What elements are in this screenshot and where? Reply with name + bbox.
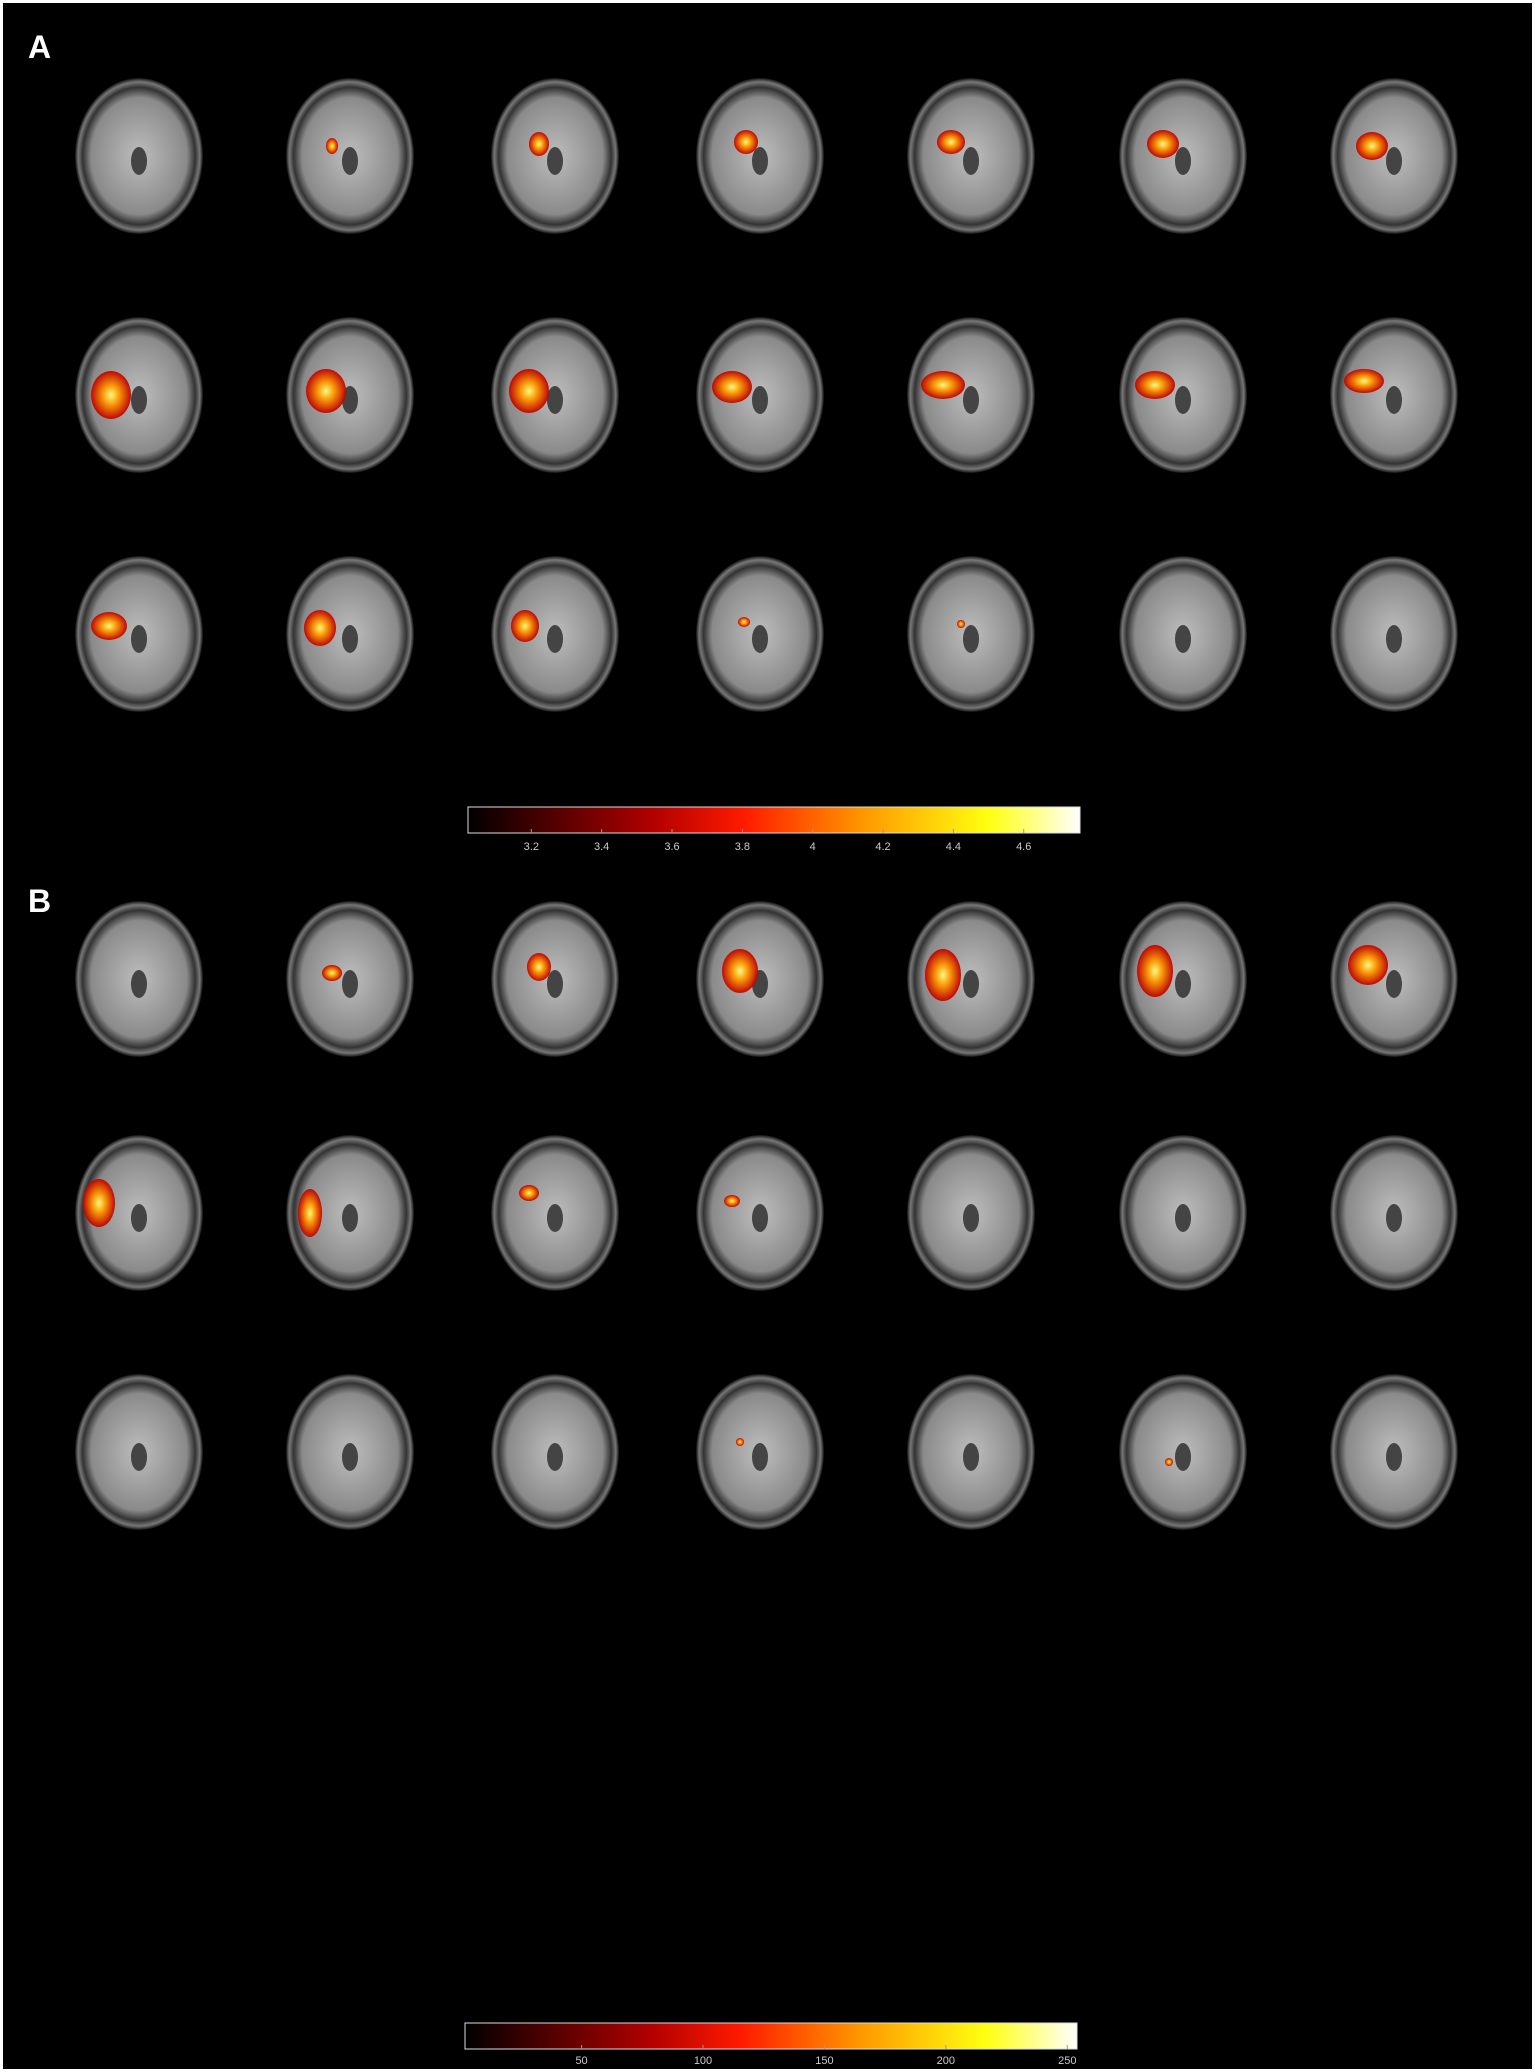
- colorbar-tick-label: 4.4: [946, 841, 961, 853]
- panel-label: A: [28, 29, 51, 65]
- colorbar-tick-label: 250: [1058, 2055, 1076, 2067]
- ventricle: [752, 386, 768, 414]
- ventricle: [342, 147, 358, 175]
- ventricle: [342, 970, 358, 998]
- activation: [511, 610, 539, 642]
- activation: [1356, 132, 1388, 160]
- activation: [1348, 945, 1388, 985]
- activation: [738, 617, 750, 627]
- slices: [75, 78, 1458, 1530]
- ventricle: [547, 1204, 563, 1232]
- activation: [306, 369, 346, 413]
- ventricle: [963, 625, 979, 653]
- activation: [724, 1195, 740, 1207]
- colorbar-tick-label: 4.6: [1016, 841, 1031, 853]
- ventricle: [1175, 970, 1191, 998]
- ventricle: [1175, 1204, 1191, 1232]
- ventricle: [963, 970, 979, 998]
- colorbar-tick-label: 3.6: [664, 841, 679, 853]
- ventricle: [547, 147, 563, 175]
- activation: [298, 1189, 322, 1237]
- ventricle: [131, 1443, 147, 1471]
- activation: [937, 130, 965, 154]
- colorbar-tick-label: 50: [575, 2055, 587, 2067]
- colorbar-tick-label: 3.4: [594, 841, 609, 853]
- activation: [91, 612, 127, 640]
- ventricle: [1386, 386, 1402, 414]
- ventricle: [963, 147, 979, 175]
- ventricle: [342, 625, 358, 653]
- activation: [1135, 371, 1175, 399]
- activation: [83, 1179, 115, 1227]
- ventricle: [963, 1443, 979, 1471]
- ventricle: [752, 147, 768, 175]
- activation: [304, 610, 336, 646]
- activation: [957, 620, 965, 628]
- ventricle: [547, 970, 563, 998]
- activation: [712, 371, 752, 403]
- ventricle: [1175, 386, 1191, 414]
- colorbar-tick-label: 200: [937, 2055, 955, 2067]
- activation: [736, 1438, 744, 1446]
- activation: [925, 949, 961, 1001]
- ventricle: [547, 386, 563, 414]
- colorbar: [464, 2022, 1078, 2050]
- ventricle: [1386, 147, 1402, 175]
- ventricle: [1175, 147, 1191, 175]
- colorbar-tick-label: 3.2: [524, 841, 539, 853]
- colorbar-tick-label: 4: [810, 841, 816, 853]
- activation: [519, 1185, 539, 1201]
- ventricle: [752, 625, 768, 653]
- activation: [322, 965, 342, 981]
- activation: [527, 953, 551, 981]
- ventricle: [1386, 1443, 1402, 1471]
- ventricle: [1386, 970, 1402, 998]
- colorbar-tick-label: 100: [694, 2055, 712, 2067]
- ventricle: [752, 1443, 768, 1471]
- ventricle: [547, 625, 563, 653]
- colorbar-tick-label: 4.2: [875, 841, 890, 853]
- colorbar: [467, 806, 1081, 834]
- ventricle: [963, 386, 979, 414]
- ventricle: [131, 1204, 147, 1232]
- activation: [1344, 369, 1384, 393]
- ventricle: [342, 1204, 358, 1232]
- activation: [921, 371, 965, 399]
- colorbar-tick-label: 3.8: [735, 841, 750, 853]
- activation: [529, 132, 549, 156]
- ventricle: [963, 1204, 979, 1232]
- activation: [1165, 1458, 1173, 1466]
- activation: [509, 369, 549, 413]
- ventricle: [1175, 1443, 1191, 1471]
- activation: [722, 949, 758, 993]
- ventricle: [1386, 625, 1402, 653]
- ventricle: [1175, 625, 1191, 653]
- colorbar-tick-label: 150: [815, 2055, 833, 2067]
- activation: [326, 138, 338, 154]
- activation: [1137, 945, 1173, 997]
- ventricle: [547, 1443, 563, 1471]
- activation: [734, 130, 758, 154]
- panel-label: B: [28, 883, 51, 919]
- ventricle: [131, 970, 147, 998]
- ventricle: [342, 1443, 358, 1471]
- ventricle: [131, 386, 147, 414]
- activation: [91, 371, 131, 419]
- ventricle: [342, 386, 358, 414]
- ventricle: [131, 625, 147, 653]
- ventricle: [1386, 1204, 1402, 1232]
- activation: [1147, 130, 1179, 158]
- ventricle: [752, 1204, 768, 1232]
- ventricle: [131, 147, 147, 175]
